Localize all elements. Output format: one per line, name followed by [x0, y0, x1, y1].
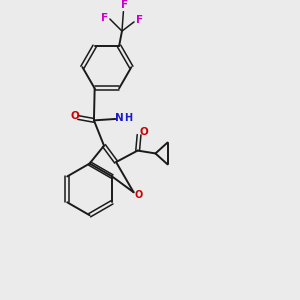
Text: O: O [140, 127, 148, 137]
Text: F: F [136, 16, 143, 26]
Text: H: H [124, 113, 133, 123]
Text: O: O [135, 190, 143, 200]
Text: N: N [115, 113, 124, 123]
Text: F: F [121, 0, 128, 10]
Text: F: F [101, 13, 108, 22]
Text: O: O [70, 111, 79, 121]
